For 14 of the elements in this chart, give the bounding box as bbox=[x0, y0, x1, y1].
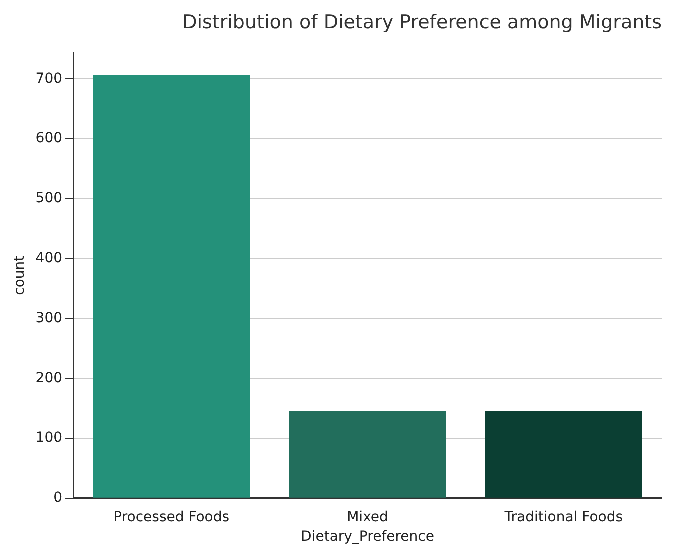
y-tick-label: 100 bbox=[36, 430, 63, 446]
chart-title: Distribution of Dietary Preference among Migrants bbox=[182, 11, 662, 34]
y-axis-title: count bbox=[12, 255, 28, 296]
y-tick-label: 600 bbox=[36, 130, 63, 147]
x-tick-label: Mixed bbox=[347, 509, 388, 526]
y-tick-label: 300 bbox=[36, 310, 63, 326]
y-tick-label: 500 bbox=[36, 190, 63, 207]
x-tick-label: Processed Foods bbox=[114, 509, 230, 526]
y-tick-label: 400 bbox=[36, 250, 63, 266]
y-tick-label: 200 bbox=[36, 370, 63, 386]
y-tick-label: 700 bbox=[36, 70, 63, 87]
x-axis-title: Dietary_Preference bbox=[301, 529, 434, 546]
y-tick-label: 0 bbox=[54, 490, 63, 506]
x-tick-label: Traditional Foods bbox=[504, 509, 624, 526]
